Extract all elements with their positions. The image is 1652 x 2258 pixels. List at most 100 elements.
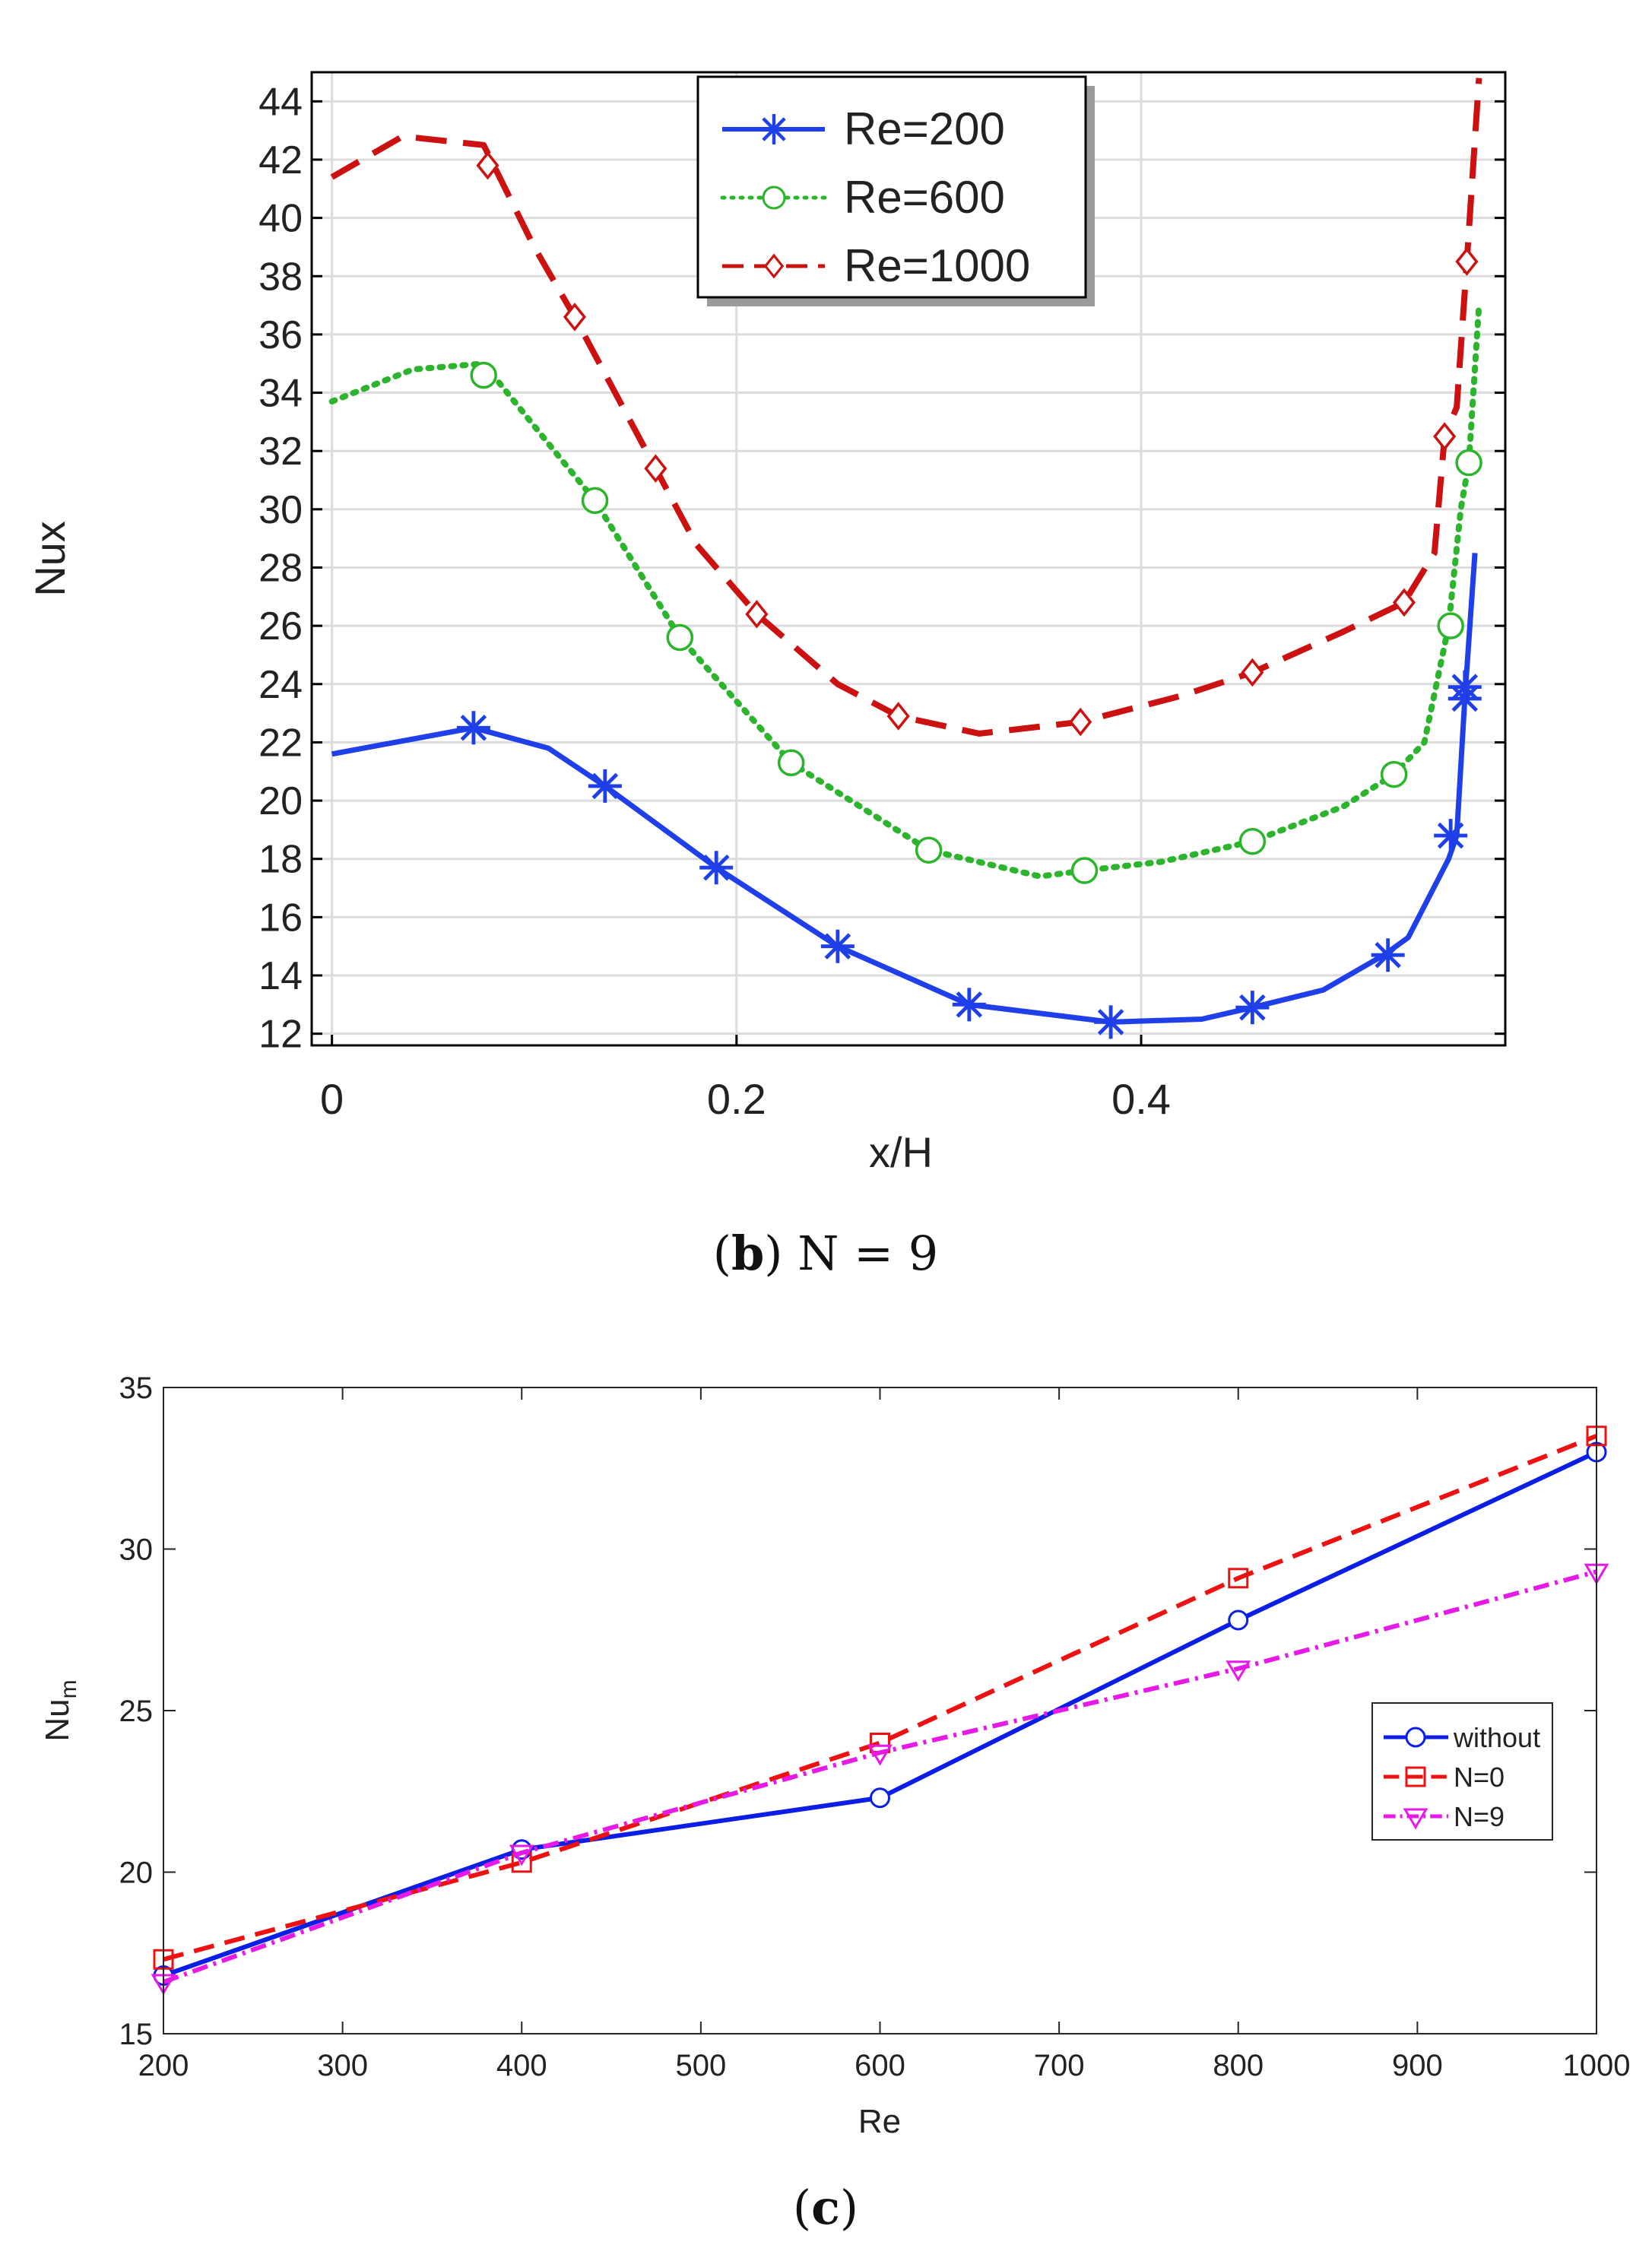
chart-b-x-axis-label: x/H: [869, 1128, 933, 1176]
chart-b-caption-open: (: [713, 1226, 731, 1281]
chart-b-series-1-marker: [1238, 827, 1267, 855]
chart-b-series-2-marker: [563, 303, 586, 331]
chart-c-series-0-marker: [870, 1787, 890, 1809]
chart-b-series-0-marker: [1235, 991, 1270, 1025]
chart-b-series-0-marker-stroke: [1097, 1009, 1124, 1035]
chart-b-y-tick-label: 30: [258, 488, 303, 532]
chart-b-series-0-marker-stroke: [1437, 822, 1464, 849]
chart-b-y-tick-label: 34: [258, 372, 303, 416]
chart-c-legend-marker-0: [1405, 1727, 1426, 1748]
chart-b-series-0-marker-stroke: [1375, 941, 1401, 969]
chart-c-series-2-marker: [1226, 1660, 1251, 1682]
chart-b-legend-items: Re=200 Re=600 Re=1000: [720, 103, 1030, 291]
chart-b-series-2-marker: [745, 599, 769, 629]
chart-b-series-0-marker: [456, 711, 490, 745]
chart-c-x-axis-label: Re: [858, 2103, 901, 2140]
chart-c-legend-marker-2: [1403, 1808, 1428, 1830]
chart-b-legend-label-0: Re=200: [844, 103, 1005, 154]
chart-c-y-tick-label: 25: [119, 1695, 154, 1728]
chart-b-y-tick-label: 22: [258, 721, 303, 765]
chart-b-y-tick-label: 42: [258, 138, 303, 182]
chart-b-y-tick-label: 38: [258, 255, 303, 299]
chart-b-legend-box: [696, 75, 1087, 299]
chart-b-y-tick-label: 40: [258, 197, 303, 241]
chart-b-series-0-marker-stroke: [956, 991, 983, 1018]
chart-b-caption-rest: ) N = 9: [764, 1226, 938, 1281]
chart-b-series-0-marker: [820, 929, 855, 963]
chart-b-y-tick-label: 26: [258, 604, 303, 649]
chart-c-plot-area: [163, 1387, 1597, 2034]
chart-b-series-0-marker: [952, 988, 986, 1022]
chart-c-legend: without N=0 N=9: [1371, 1702, 1553, 1841]
chart-c-x-tick-label: 400: [496, 2049, 547, 2082]
chart-c-x-tick-label: 1000: [1563, 2049, 1631, 2082]
chart-b-legend-label-1: Re=600: [844, 172, 1005, 223]
chart-b-y-tick-label: 16: [258, 896, 303, 940]
chart-b-series-0-marker: [1447, 670, 1482, 704]
chart-b-legend-marker-1: [762, 186, 786, 210]
chart-c-series-2-marker: [867, 1744, 893, 1766]
chart-b-series-0-marker-stroke: [460, 715, 487, 741]
chart-c-x-tick-label: 600: [855, 2049, 905, 2082]
chart-b-legend-marker-0: [759, 114, 789, 144]
chart-b-x-tick-label: 0.2: [707, 1075, 766, 1123]
chart-c-y-axis-label-sub: m: [56, 1679, 81, 1698]
chart-c-legend-label-1: N=0: [1454, 1762, 1505, 1793]
chart-c-y-axis-label-main: Nu: [39, 1698, 76, 1741]
chart-b-series-0-marker: [1434, 819, 1468, 853]
chart-c-ticks: 200 300 400 500 600 700 800 900 1000 15 20 25 30 35: [119, 1372, 1631, 2082]
chart-b-series-1-marker: [777, 749, 805, 777]
chart-c-caption-rest: ): [840, 2180, 858, 2235]
chart-c-caption-open: (: [793, 2180, 811, 2235]
chart-b-y-tick-label: 20: [258, 779, 303, 823]
chart-b-y-tick-label: 12: [258, 1013, 303, 1057]
chart-c-legend-items: without N=0 N=9: [1384, 1722, 1540, 1832]
chart-b-series-0-marker-stroke: [1451, 674, 1479, 700]
chart-b-y-tick-label: 28: [258, 546, 303, 590]
chart-b-series-1-marker: [1070, 857, 1099, 884]
chart-c-y-tick-label: 30: [119, 1533, 154, 1567]
chart-c-legend-marker-1: [1405, 1766, 1426, 1787]
chart-b-series-2-marker: [1392, 588, 1416, 617]
chart-b-y-tick-label: 24: [258, 663, 303, 707]
chart-b: 12 14 16 18 20 22 24 26 28 30 32 34 36 38 40 42 44 0 0.2 0.…: [26, 71, 1507, 1281]
chart-c-series-0-marker: [1228, 1609, 1249, 1631]
chart-c-x-tick-label: 500: [676, 2049, 727, 2082]
chart-c-series-2-marker: [509, 1844, 534, 1866]
chart-b-series-0-marker: [588, 769, 622, 803]
chart-b-y-tick-label: 32: [258, 430, 303, 474]
chart-c-legend-label-0: without: [1453, 1722, 1540, 1753]
chart-b-y-tick-label: 14: [258, 954, 303, 998]
chart-b-x-tick-label: 0: [320, 1075, 344, 1123]
chart-c-y-tick-label: 35: [119, 1372, 154, 1405]
chart-b-y-tick-label: 18: [258, 838, 303, 882]
chart-c-x-tick-label: 900: [1392, 2049, 1443, 2082]
chart-b-series-0-marker-stroke: [702, 854, 730, 881]
chart-c-y-tick-label: 20: [119, 1857, 154, 1890]
chart-b-series-1-marker: [1455, 449, 1482, 477]
chart-b-frame: [310, 71, 1507, 1047]
chart-b-series-2-marker: [1455, 247, 1479, 276]
chart-b-y-tick-label: 44: [258, 80, 303, 124]
chart-c-y-tick-label: 15: [119, 2018, 154, 2051]
chart-c-y-axis-label: Num: [39, 1679, 81, 1741]
chart-c-caption-letter: c: [811, 2180, 840, 2235]
chart-c-series-1-marker: [1228, 1568, 1249, 1589]
chart-b-series-0-marker: [1094, 1005, 1128, 1039]
chart-b-series-1-marker: [915, 836, 943, 864]
chart-c: 200 300 400 500 600 700 800 900 1000 15 20 25 30 35 R…: [39, 1372, 1630, 2235]
chart-b-series-2-line: [330, 78, 1482, 737]
chart-b-caption-letter: b: [731, 1226, 764, 1281]
chart-b-series-1-marker: [666, 623, 694, 652]
chart-c-caption: (c): [793, 2180, 858, 2235]
chart-b-ticks: 12 14 16 18 20 22 24 26 28 30 32 34 36 38 40 42 44 0 0.2 0.…: [258, 80, 1505, 1123]
chart-c-series-2-line: [162, 1569, 1597, 1984]
chart-b-series-2-marker: [1433, 422, 1457, 451]
chart-b-legend: Re=200 Re=600 Re=1000: [696, 75, 1095, 306]
chart-b-series-0-marker-stroke: [1239, 994, 1266, 1021]
chart-b-y-axis-label: Nux: [26, 521, 74, 597]
chart-b-series-0-marker-stroke: [824, 933, 851, 959]
chart-b-series-0-marker: [1371, 938, 1405, 972]
chart-c-series-1-line: [163, 1433, 1598, 1962]
chart-b-series-1-marker: [581, 487, 609, 515]
